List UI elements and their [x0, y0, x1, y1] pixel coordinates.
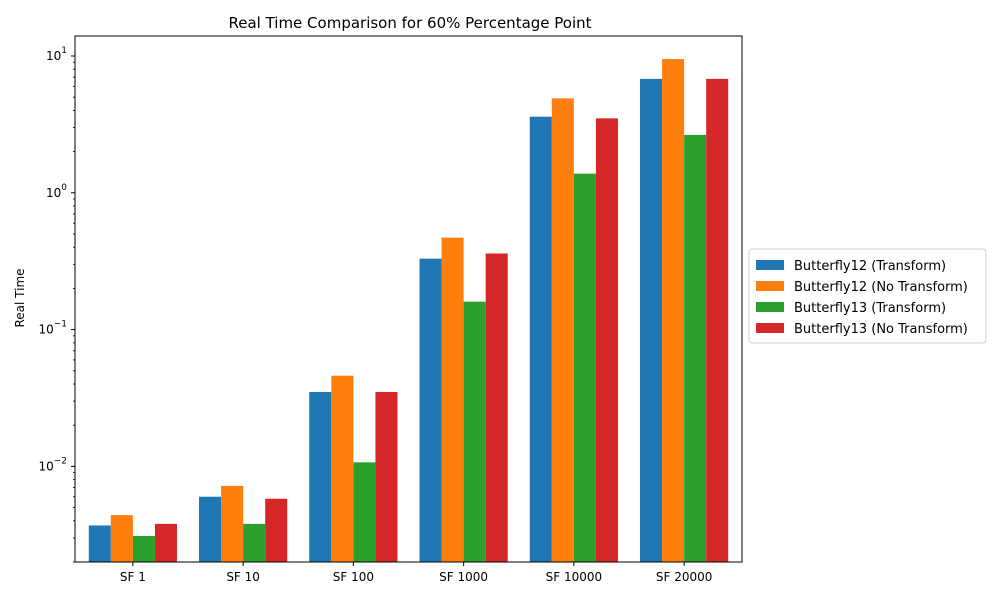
x-tick-label-2: SF 100	[333, 570, 374, 584]
y-axis-label: Real Time	[13, 268, 27, 327]
bar-3-0	[154, 523, 177, 562]
chart-title: Real Time Comparison for 60% Percentage …	[228, 14, 591, 32]
legend-swatch-1	[756, 281, 784, 291]
bar-0-5	[640, 78, 663, 562]
legend-swatch-2	[756, 302, 784, 312]
bar-1-4	[551, 98, 574, 563]
bar-3-4	[595, 118, 618, 562]
bars-group	[88, 59, 729, 563]
bar-3-5	[706, 78, 729, 562]
bar-1-0	[110, 515, 133, 562]
legend-swatch-0	[756, 260, 784, 270]
bar-0-4	[529, 116, 552, 562]
bar-0-0	[88, 525, 111, 562]
bar-0-2	[309, 391, 332, 562]
bar-3-2	[375, 391, 398, 562]
bar-1-2	[331, 375, 354, 562]
plot-frame	[74, 35, 743, 563]
x-tick-label-0: SF 1	[120, 570, 146, 584]
bar-3-1	[265, 498, 288, 562]
x-tick-label-3: SF 1000	[439, 570, 488, 584]
x-tick-label-5: SF 20000	[656, 570, 713, 584]
bar-2-3	[463, 301, 486, 562]
y-axis-ticks: 10−2 10−1 100 101	[38, 46, 75, 563]
bar-2-5	[684, 134, 707, 563]
bar-1-3	[441, 237, 464, 562]
bar-3-3	[485, 253, 508, 562]
bar-2-0	[132, 535, 155, 562]
x-axis-ticks: SF 1 SF 10 SF 100 SF 1000 SF 10000 SF 20000	[120, 562, 712, 584]
y-tick-label-3: 101	[46, 46, 67, 63]
bar-2-1	[243, 523, 266, 562]
legend-frame	[748, 248, 987, 344]
y-tick-label-0: 10−2	[38, 456, 67, 473]
bar-2-4	[573, 173, 596, 562]
legend-label-0: Butterfly12 (Transform)	[794, 259, 946, 274]
bar-1-1	[221, 485, 244, 562]
x-tick-label-1: SF 10	[226, 570, 260, 584]
legend-label-2: Butterfly13 (Transform)	[794, 301, 946, 316]
legend: Butterfly12 (Transform) Butterfly12 (No T…	[748, 248, 987, 344]
bar-0-1	[199, 496, 222, 562]
x-tick-label-4: SF 10000	[546, 570, 603, 584]
y-tick-label-2: 100	[46, 183, 67, 200]
legend-swatch-3	[756, 323, 784, 333]
y-tick-label-1: 10−1	[38, 320, 67, 337]
bar-2-2	[353, 462, 376, 562]
legend-label-1: Butterfly12 (No Transform)	[794, 280, 968, 295]
bar-0-3	[419, 258, 442, 562]
bar-1-5	[662, 59, 685, 562]
legend-label-3: Butterfly13 (No Transform)	[794, 322, 968, 337]
